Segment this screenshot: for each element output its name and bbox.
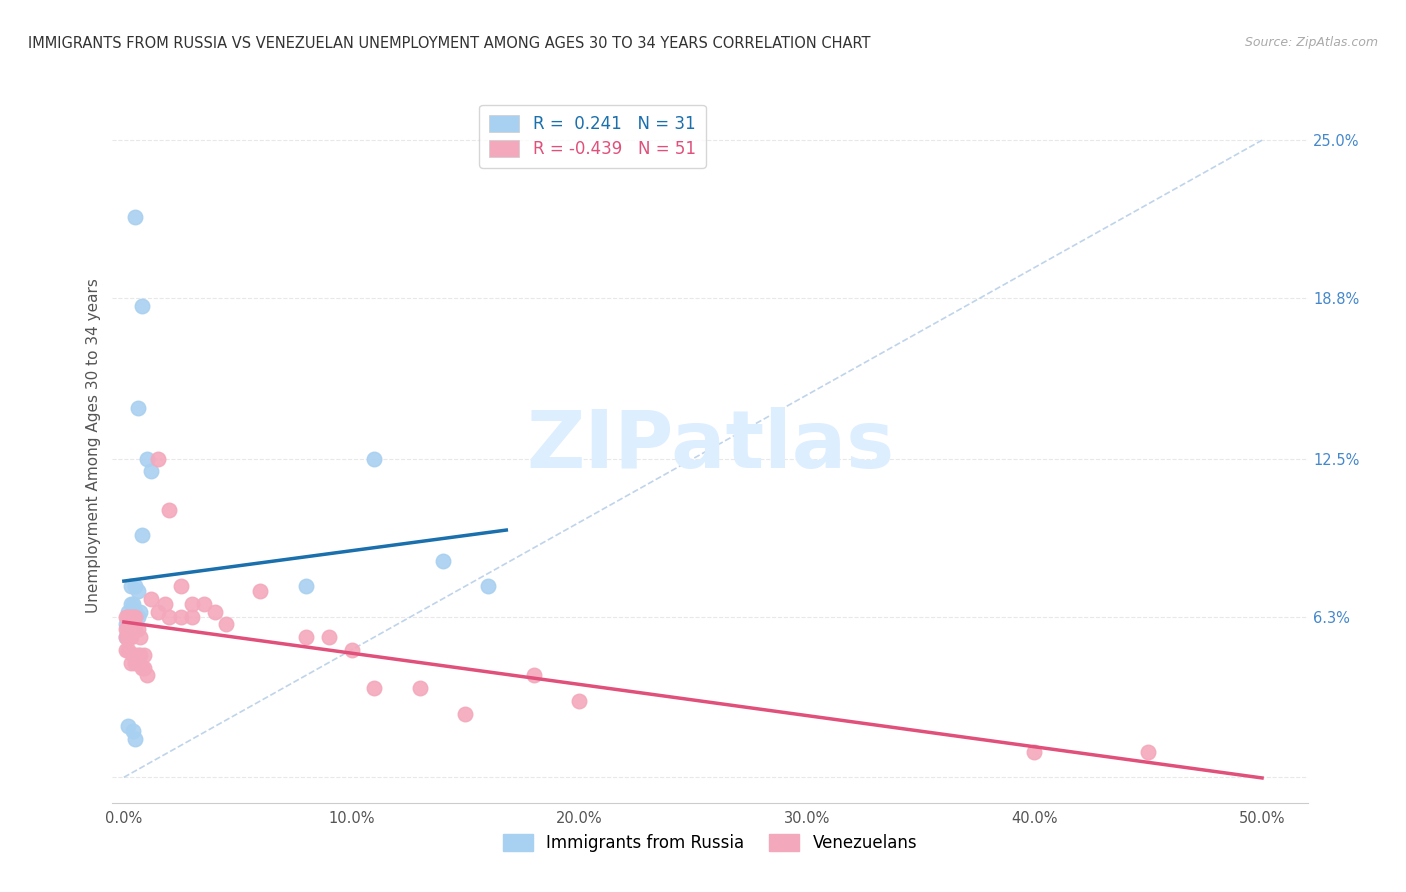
Point: [215, 617, 238, 632]
Point: [193, 597, 215, 611]
Point: [128, 605, 150, 619]
Point: [124, 609, 146, 624]
Text: IMMIGRANTS FROM RUSSIA VS VENEZUELAN UNEMPLOYMENT AMONG AGES 30 TO 34 YEARS CORR: IMMIGRANTS FROM RUSSIA VS VENEZUELAN UNE…: [28, 36, 870, 51]
Point: [127, 648, 149, 662]
Point: [363, 681, 385, 695]
Point: [135, 451, 157, 466]
Point: [122, 648, 145, 662]
Point: [135, 668, 157, 682]
Point: [124, 579, 146, 593]
Point: [120, 623, 142, 637]
Point: [157, 502, 180, 516]
Point: [115, 609, 138, 624]
Point: [181, 597, 204, 611]
Point: [127, 609, 149, 624]
Point: [120, 579, 142, 593]
Point: [115, 630, 138, 644]
Point: [131, 299, 153, 313]
Point: [117, 623, 139, 637]
Point: [120, 609, 142, 624]
Point: [124, 732, 146, 747]
Point: [122, 724, 145, 739]
Point: [124, 648, 146, 662]
Point: [115, 623, 138, 637]
Point: [131, 661, 153, 675]
Point: [454, 706, 477, 721]
Point: [153, 597, 176, 611]
Point: [318, 630, 340, 644]
Point: [249, 584, 271, 599]
Point: [117, 630, 139, 644]
Point: [124, 210, 146, 224]
Point: [127, 584, 149, 599]
Point: [146, 451, 169, 466]
Point: [117, 609, 139, 624]
Y-axis label: Unemployment Among Ages 30 to 34 years: Unemployment Among Ages 30 to 34 years: [86, 278, 101, 614]
Point: [117, 719, 139, 733]
Text: ZIPatlas: ZIPatlas: [526, 407, 894, 485]
Point: [120, 630, 142, 644]
Point: [124, 623, 146, 637]
Point: [117, 643, 139, 657]
Point: [134, 648, 156, 662]
Point: [409, 681, 432, 695]
Point: [1024, 745, 1046, 759]
Text: Source: ZipAtlas.com: Source: ZipAtlas.com: [1244, 36, 1378, 49]
Point: [120, 609, 142, 624]
Point: [340, 643, 363, 657]
Point: [295, 630, 318, 644]
Point: [122, 609, 145, 624]
Point: [170, 609, 193, 624]
Point: [124, 605, 146, 619]
Point: [131, 528, 153, 542]
Point: [120, 623, 142, 637]
Point: [117, 609, 139, 624]
Point: [124, 656, 146, 670]
Point: [115, 643, 138, 657]
Point: [115, 617, 138, 632]
Point: [127, 401, 149, 415]
Point: [128, 630, 150, 644]
Point: [170, 579, 193, 593]
Point: [117, 630, 139, 644]
Point: [122, 609, 145, 624]
Point: [122, 623, 145, 637]
Point: [295, 579, 318, 593]
Point: [1137, 745, 1160, 759]
Point: [568, 694, 591, 708]
Point: [146, 605, 169, 619]
Point: [122, 605, 145, 619]
Point: [363, 451, 385, 466]
Point: [432, 554, 454, 568]
Point: [134, 661, 156, 675]
Point: [122, 597, 145, 611]
Point: [523, 668, 546, 682]
Point: [141, 591, 163, 606]
Point: [115, 630, 138, 644]
Point: [117, 623, 139, 637]
Point: [157, 609, 180, 624]
Legend: Immigrants from Russia, Venezuelans: Immigrants from Russia, Venezuelans: [496, 827, 924, 859]
Point: [181, 609, 204, 624]
Point: [477, 579, 499, 593]
Point: [120, 656, 142, 670]
Point: [141, 465, 163, 479]
Point: [117, 605, 139, 619]
Point: [127, 623, 149, 637]
Point: [204, 605, 226, 619]
Point: [128, 648, 150, 662]
Point: [120, 597, 142, 611]
